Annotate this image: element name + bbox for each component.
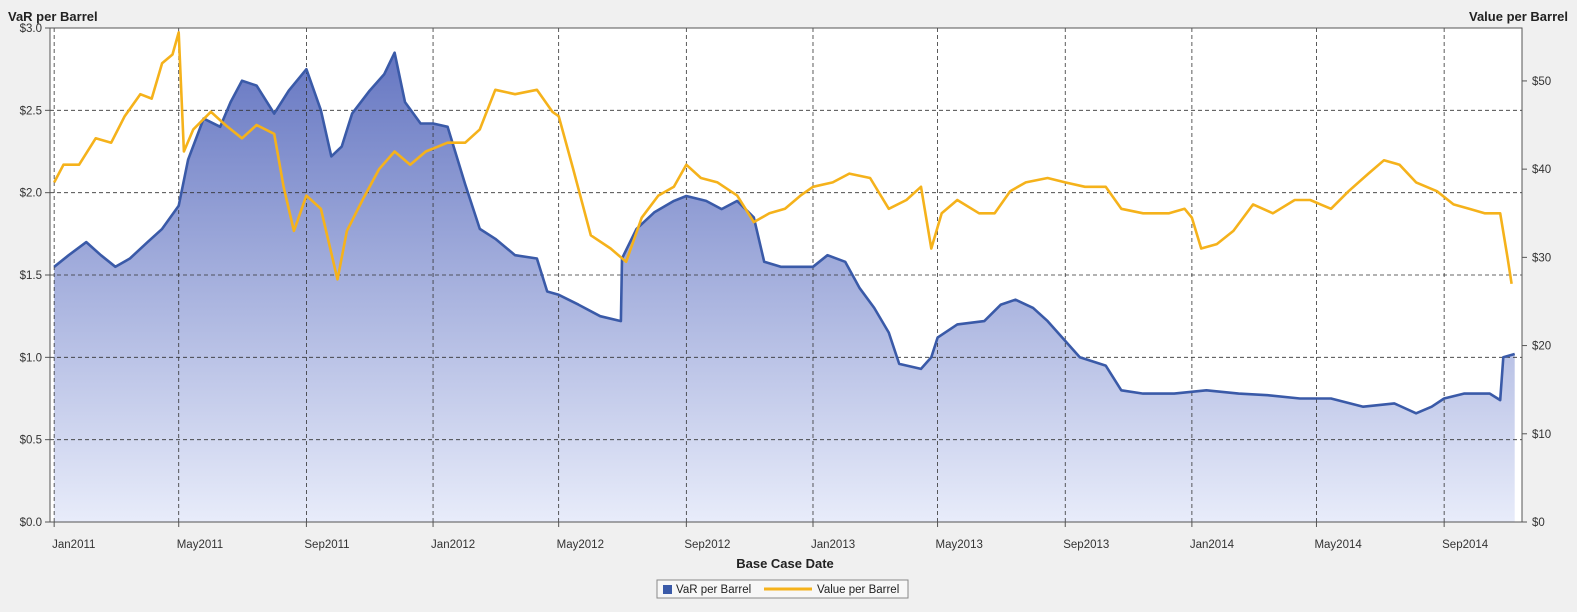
y-left-tick-label: $2.5 (20, 105, 42, 117)
x-tick-label: May2014 (1314, 539, 1362, 551)
y-axis-left-title: VaR per Barrel (8, 9, 98, 24)
x-tick-label: Sep2012 (684, 539, 730, 551)
series-line-var-per-barrel (53, 51, 1516, 415)
var-area-layer (54, 52, 1515, 522)
axis-layer: Jan2011 May2011 Sep2011 Jan2012 May2012 Sep20… (20, 23, 1552, 551)
x-tick-label: Jan2011 (52, 539, 95, 551)
x-tick-label: Jan2012 (431, 539, 475, 551)
legend-label-var: VaR per Barrel (676, 584, 751, 596)
y-left-tick-label: $1.5 (20, 270, 42, 282)
y-left-tick-label: $3.0 (20, 23, 42, 35)
series-lines-layer (53, 31, 1516, 415)
y-right-tick-label: $50 (1532, 76, 1551, 88)
y-axis-right-title: Value per Barrel (1469, 9, 1568, 24)
x-tick-label: Jan2014 (1190, 539, 1235, 551)
y-right-tick-label: $0 (1532, 517, 1545, 529)
legend-swatch-var (663, 585, 672, 594)
y-left-tick-label: $0.5 (20, 435, 42, 447)
x-tick-label: Sep2014 (1442, 539, 1489, 551)
x-tick-label: May2012 (557, 539, 604, 551)
x-axis-title: Base Case Date (736, 556, 834, 571)
y-right-tick-label: $10 (1532, 429, 1551, 441)
x-tick-label: Jan2013 (811, 539, 855, 551)
legend-label-value: Value per Barrel (817, 584, 899, 596)
y-right-tick-label: $40 (1532, 164, 1551, 176)
series-line-value-per-barrel (53, 31, 1513, 284)
var-area-fill (54, 52, 1515, 522)
y-right-tick-label: $20 (1532, 341, 1551, 353)
y-left-tick-label: $0.0 (20, 517, 42, 529)
x-tick-label: Sep2011 (304, 539, 349, 551)
x-tick-label: May2013 (936, 539, 983, 551)
y-left-tick-label: $2.0 (20, 188, 42, 200)
y-right-tick-label: $30 (1532, 252, 1551, 264)
x-tick-label: Sep2013 (1063, 539, 1109, 551)
y-left-tick-label: $1.0 (20, 352, 42, 364)
x-tick-label: May2011 (177, 539, 223, 551)
legend[interactable]: VaR per Barrel Value per Barrel (656, 579, 909, 599)
